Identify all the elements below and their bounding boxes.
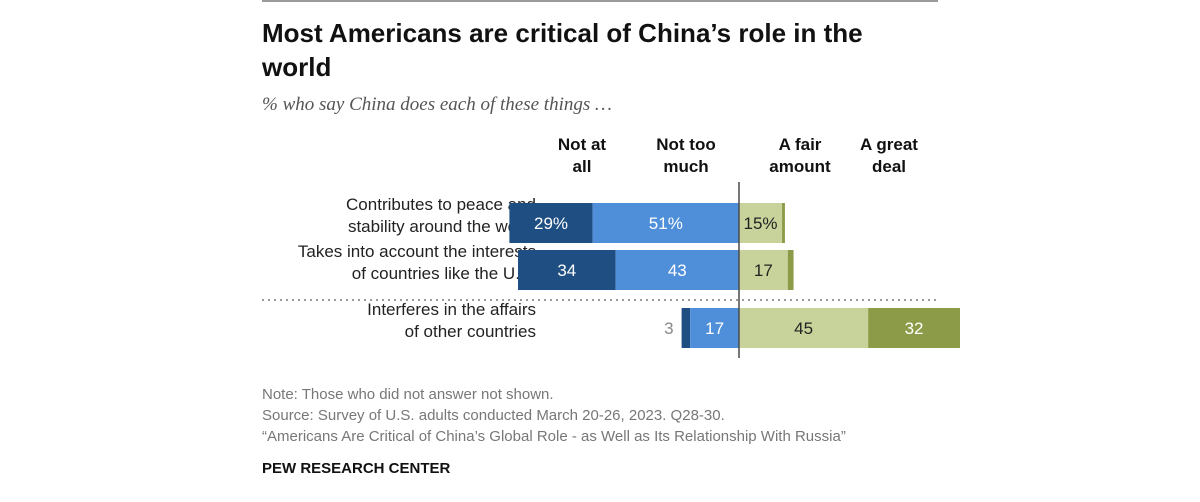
report-title: “Americans Are Critical of China’s Globa… — [262, 428, 846, 445]
bar-not-too-much — [615, 250, 739, 290]
bar-not-at-all — [509, 203, 593, 243]
legend-a-fair-amount: A fair amount — [769, 135, 831, 176]
data-label: 3 — [664, 319, 673, 338]
bar-a-great-deal — [868, 308, 960, 348]
data-label: 34 — [557, 261, 576, 280]
chart-subtitle: % who say China does each of these thing… — [262, 94, 612, 115]
chart-title: Most Americans are critical of China’s r… — [262, 18, 863, 82]
bar-a-great-deal — [787, 250, 794, 290]
data-label: 43 — [668, 261, 687, 280]
bar-a-great-deal — [782, 203, 785, 243]
notes: Note: Those who did not answer not shown… — [262, 384, 846, 447]
category-label: Takes into account the interests of count… — [298, 242, 536, 283]
bar-a-fair-amount — [739, 203, 783, 243]
legend-a-great-deal: A great deal — [860, 135, 918, 176]
note-text: Note: Those who did not answer not shown… — [262, 386, 554, 403]
data-label: 17 — [754, 261, 773, 280]
brand-logo: PEW RESEARCH CENTER — [262, 460, 451, 477]
top-rule — [262, 0, 938, 2]
data-label: 32 — [905, 319, 924, 338]
data-label: 17 — [705, 319, 724, 338]
bar-not-too-much — [690, 308, 739, 348]
legend-not-at-all: Not at all — [558, 135, 607, 176]
bar-a-fair-amount — [739, 250, 788, 290]
bar-not-too-much — [592, 203, 739, 243]
data-label: 45 — [794, 319, 813, 338]
bar-a-fair-amount — [739, 308, 869, 348]
diverging-bar-chart: Not at all Not too much A fair amount A great d… — [262, 135, 960, 358]
data-label: 51% — [649, 214, 683, 233]
bar-not-at-all — [518, 250, 616, 290]
category-label: Contributes to peace and stability around… — [346, 195, 536, 236]
source-text: Source: Survey of U.S. adults conducted … — [262, 407, 725, 424]
category-label: Interferes in the affairs of other countr… — [367, 300, 536, 341]
data-label: 29% — [534, 214, 568, 233]
bar-not-at-all — [681, 308, 691, 348]
legend-not-too-much: Not too much — [656, 135, 715, 176]
data-label: 15% — [744, 214, 778, 233]
